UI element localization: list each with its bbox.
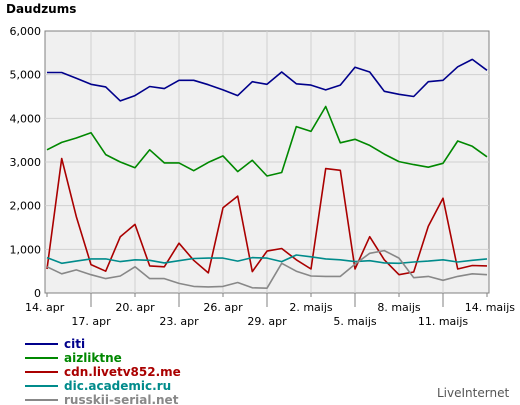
x-tick-label: 17. apr xyxy=(71,315,111,328)
legend-label: citi xyxy=(64,337,85,351)
grid xyxy=(45,31,489,293)
series-line-3 xyxy=(46,157,488,276)
series-line-4 xyxy=(46,254,488,265)
legend-label: russkii-serial.net xyxy=(64,393,179,405)
x-tick-label: 2. maijs xyxy=(289,301,333,314)
x-tick-label: 23. apr xyxy=(159,315,199,328)
x-tick-label: 8. maijs xyxy=(377,301,421,314)
legend-label: dic.academic.ru xyxy=(64,379,171,393)
y-axis: 0 1,000 2,000 3,000 4,000 5,000 6,000 xyxy=(10,25,42,300)
legend: citiaizliktnecdn.livetv852.medic.academi… xyxy=(25,337,181,405)
x-tick-label: 29. apr xyxy=(247,315,287,328)
x-tick-label: 5. maijs xyxy=(333,315,377,328)
x-axis: 14. apr 17. apr 20. apr 23. apr 26. apr 29. a… xyxy=(25,293,515,328)
x-tick-label: 20. apr xyxy=(115,301,155,314)
y-tick-label: 6,000 xyxy=(10,25,42,38)
chart-title: Daudzums xyxy=(6,2,76,16)
y-tick-label: 4,000 xyxy=(10,112,42,125)
series-lines xyxy=(46,58,488,290)
y-tick-label: 0 xyxy=(34,287,41,300)
y-tick-label: 3,000 xyxy=(10,156,42,169)
series-line-5 xyxy=(46,249,488,290)
brand-label: LiveInternet xyxy=(437,386,509,400)
series-line-1 xyxy=(47,58,488,102)
x-tick-label: 11. maijs xyxy=(418,315,469,328)
series-line-2 xyxy=(46,105,488,177)
legend-label: aizliktne xyxy=(64,351,122,365)
x-tick-label: 14. maijs xyxy=(465,301,516,314)
y-tick-label: 2,000 xyxy=(10,200,42,213)
legend-label: cdn.livetv852.me xyxy=(64,365,181,379)
y-tick-label: 1,000 xyxy=(10,243,42,256)
x-tick-label: 26. apr xyxy=(203,301,243,314)
x-tick-label: 14. apr xyxy=(25,301,65,314)
y-tick-label: 5,000 xyxy=(10,69,42,82)
